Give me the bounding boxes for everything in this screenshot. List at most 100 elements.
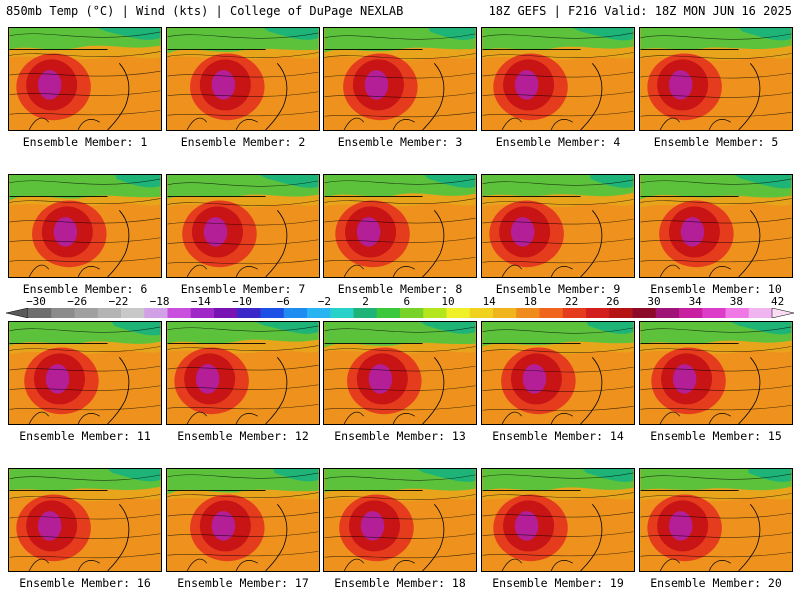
colorbar-segment — [74, 308, 99, 318]
temperature-map — [8, 468, 162, 572]
colorbar-segment — [144, 308, 168, 318]
member-label: Ensemble Member: 5 — [653, 135, 779, 149]
colorbar-segment — [423, 308, 447, 318]
temperature-map — [166, 321, 320, 425]
colorbar-segment — [493, 308, 517, 318]
colorbar-tick-label: 22 — [564, 295, 579, 308]
temperature-map — [8, 27, 162, 131]
colorbar-segment — [562, 308, 587, 318]
colorbar-tick-label: 30 — [647, 295, 661, 308]
colorbar-segment — [376, 308, 401, 318]
member-label: Ensemble Member: 11 — [19, 429, 151, 443]
colorbar-segment — [51, 308, 75, 318]
ensemble-panel: Ensemble Member: 11 — [8, 321, 162, 443]
member-label: Ensemble Member: 15 — [650, 429, 782, 443]
temperature-map — [166, 468, 320, 572]
colorbar-segment — [400, 308, 424, 318]
colorbar-segment — [655, 308, 680, 318]
ensemble-panel: Ensemble Member: 5 — [639, 27, 793, 149]
temperature-map — [8, 321, 162, 425]
colorbar-tick-label: −30 — [26, 295, 46, 308]
member-label: Ensemble Member: 9 — [495, 282, 621, 296]
member-label: Ensemble Member: 4 — [495, 135, 621, 149]
colorbar-segment — [679, 308, 703, 318]
colorbar-tick-label: 2 — [362, 295, 369, 308]
colorbar-segment — [702, 308, 726, 318]
ensemble-panel: Ensemble Member: 10 — [639, 174, 793, 296]
ensemble-panel: Ensemble Member: 3 — [323, 27, 477, 149]
member-label: Ensemble Member: 7 — [180, 282, 306, 296]
ensemble-panel: Ensemble Member: 12 — [166, 321, 320, 443]
member-label: Ensemble Member: 13 — [334, 429, 466, 443]
temperature-map — [481, 27, 635, 131]
colorbar-tick-label: 38 — [729, 295, 744, 308]
colorbar-segment — [725, 308, 750, 318]
member-label: Ensemble Member: 14 — [492, 429, 624, 443]
colorbar-segment — [167, 308, 192, 318]
colorbar-tick-label: −6 — [276, 295, 290, 308]
colorbar-segment — [214, 308, 238, 318]
colorbar-tick-label: 42 — [770, 295, 785, 308]
colorbar-segment — [353, 308, 378, 318]
colorbar-segment — [237, 308, 261, 318]
member-label: Ensemble Member: 2 — [180, 135, 306, 149]
colorbar-tick-label: −10 — [232, 295, 252, 308]
temperature-map — [166, 174, 320, 278]
ensemble-panel: Ensemble Member: 19 — [481, 468, 635, 590]
ensemble-panel: Ensemble Member: 8 — [323, 174, 477, 296]
colorbar-segment — [516, 308, 540, 318]
member-label: Ensemble Member: 10 — [650, 282, 782, 296]
member-label: Ensemble Member: 12 — [177, 429, 309, 443]
colorbar-segment — [190, 308, 215, 318]
ensemble-panel: Ensemble Member: 6 — [8, 174, 162, 296]
temperature-map — [166, 27, 320, 131]
colorbar-segment — [609, 308, 633, 318]
member-label: Ensemble Member: 20 — [650, 576, 782, 590]
colorbar-segment — [632, 308, 657, 318]
temperature-map — [323, 321, 477, 425]
member-label: Ensemble Member: 18 — [334, 576, 466, 590]
temperature-map — [481, 174, 635, 278]
ensemble-panel: Ensemble Member: 17 — [166, 468, 320, 590]
ensemble-panel: Ensemble Member: 2 — [166, 27, 320, 149]
ensemble-panel: Ensemble Member: 18 — [323, 468, 477, 590]
temperature-map — [481, 321, 635, 425]
ensemble-panel: Ensemble Member: 9 — [481, 174, 635, 296]
temperature-colorbar — [6, 308, 794, 318]
temperature-map — [323, 468, 477, 572]
colorbar-segment — [469, 308, 494, 318]
colorbar-tick-label: 34 — [688, 295, 702, 308]
ensemble-panel: Ensemble Member: 15 — [639, 321, 793, 443]
colorbar-segment — [330, 308, 354, 318]
member-label: Ensemble Member: 16 — [19, 576, 151, 590]
chart-title: 850mb Temp (°C) | Wind (kts) | College o… — [6, 4, 404, 18]
member-label: Ensemble Member: 1 — [22, 135, 148, 149]
member-label: Ensemble Member: 17 — [177, 576, 309, 590]
ensemble-panel: Ensemble Member: 14 — [481, 321, 635, 443]
ensemble-panel: Ensemble Member: 20 — [639, 468, 793, 590]
colorbar-tick-label: 14 — [482, 295, 496, 308]
ensemble-panel: Ensemble Member: 16 — [8, 468, 162, 590]
colorbar-segment — [121, 308, 145, 318]
colorbar-segment — [748, 308, 773, 318]
member-label: Ensemble Member: 19 — [492, 576, 624, 590]
temperature-map — [481, 468, 635, 572]
colorbar-segment — [28, 308, 52, 318]
ensemble-panel: Ensemble Member: 4 — [481, 27, 635, 149]
member-label: Ensemble Member: 6 — [22, 282, 148, 296]
temperature-map — [323, 27, 477, 131]
colorbar-segment — [539, 308, 564, 318]
colorbar-tick-label: 18 — [523, 295, 538, 308]
colorbar-segment — [446, 308, 471, 318]
ensemble-panel: Ensemble Member: 7 — [166, 174, 320, 296]
temperature-map — [639, 321, 793, 425]
colorbar-segment — [586, 308, 610, 318]
colorbar-tick-label: −18 — [149, 295, 170, 308]
member-label: Ensemble Member: 8 — [337, 282, 463, 296]
temperature-map — [639, 27, 793, 131]
ensemble-panel: Ensemble Member: 13 — [323, 321, 477, 443]
colorbar-tick-label: 26 — [606, 295, 620, 308]
colorbar-labels: −30 −26 −22 −18 −14 −10 −6 −2 2 6 10 14 18 22 26 30 34 38… — [0, 295, 800, 308]
colorbar-segment — [307, 308, 331, 318]
temperature-map — [8, 174, 162, 278]
